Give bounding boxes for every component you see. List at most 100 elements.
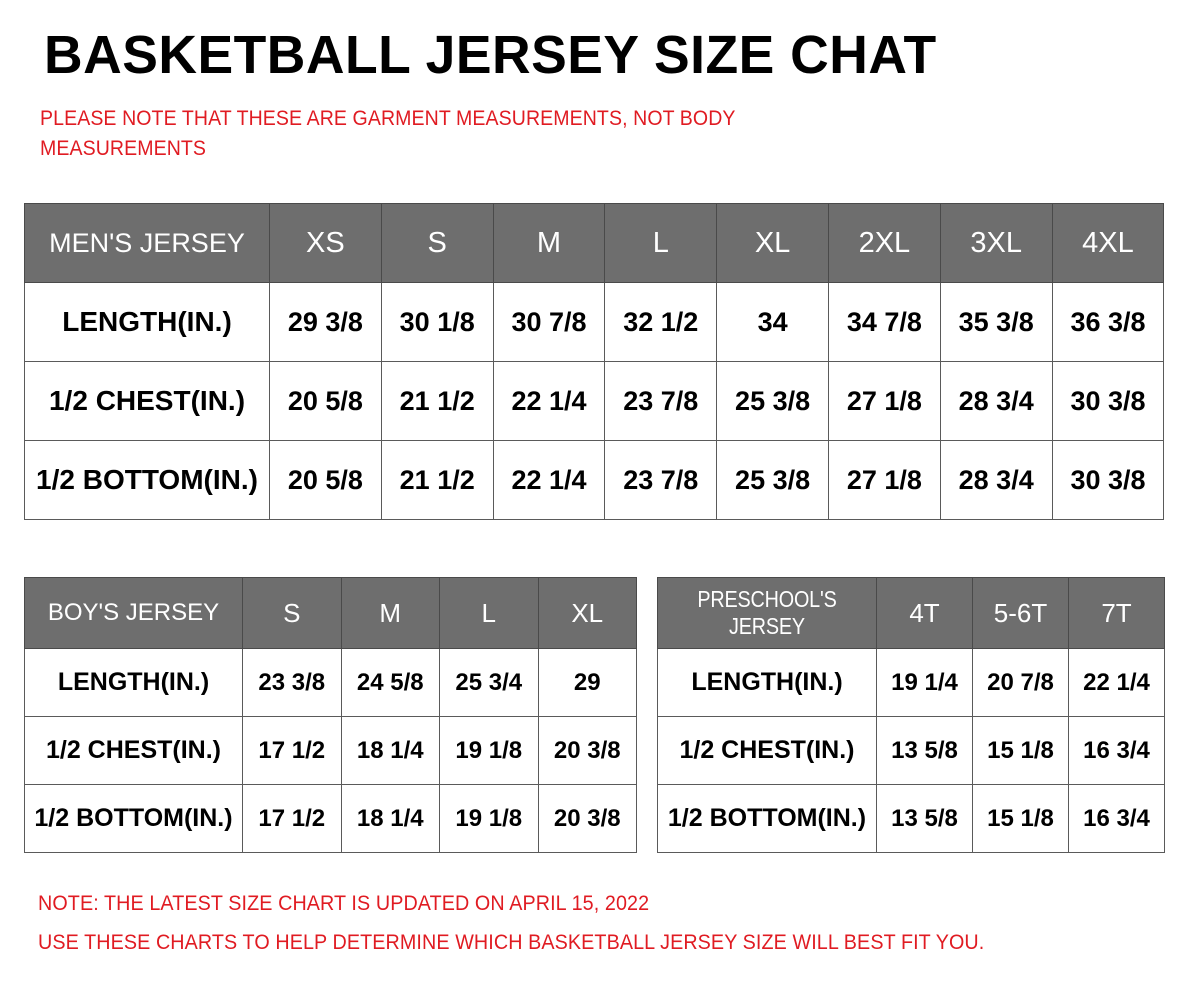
preschool-length-7t: 22 1/4 bbox=[1068, 648, 1165, 717]
mens-bottom-l: 23 7/8 bbox=[604, 440, 718, 520]
table-row: 1/2 BOTTOM(IN.) 13 5/8 15 1/8 16 3/4 bbox=[657, 784, 1165, 853]
preschool-jersey-size-table: PRESCHOOL'S JERSEY 4T 5-6T 7T LENGTH(IN.… bbox=[657, 577, 1165, 853]
mens-length-xl: 34 bbox=[716, 282, 829, 362]
preschool-bottom-5-6t: 15 1/8 bbox=[972, 784, 1069, 853]
mens-chest-2xl: 27 1/8 bbox=[827, 361, 941, 441]
table-row: 1/2 CHEST(IN.) 17 1/2 18 1/4 19 1/8 20 3… bbox=[24, 716, 637, 785]
mens-size-header-xs: XS bbox=[269, 203, 382, 283]
mens-chest-s: 21 1/2 bbox=[380, 361, 494, 441]
measurement-disclaimer: PLEASE NOTE THAT THESE ARE GARMENT MEASU… bbox=[40, 107, 736, 160]
boys-chest-s: 17 1/2 bbox=[242, 716, 342, 785]
mens-size-header-l: L bbox=[604, 203, 718, 283]
boys-chest-xl: 20 3/8 bbox=[537, 716, 637, 785]
mens-table-title: MEN'S JERSEY bbox=[24, 203, 270, 283]
note-updated-date: NOTE: THE LATEST SIZE CHART IS UPDATED O… bbox=[38, 892, 650, 915]
boys-header-row: BOY'S JERSEY S M L XL bbox=[24, 577, 637, 649]
boys-table-head: BOY'S JERSEY S M L XL bbox=[24, 577, 637, 649]
mens-size-header-xl: XL bbox=[716, 203, 829, 283]
mens-chest-xl: 25 3/8 bbox=[716, 361, 829, 441]
table-row: LENGTH(IN.) 29 3/8 30 1/8 30 7/8 32 1/2 … bbox=[24, 282, 1165, 362]
boys-chest-m: 18 1/4 bbox=[340, 716, 440, 785]
mens-jersey-size-table: MEN'S JERSEY XS S M L XL 2XL 3XL 4XL LEN… bbox=[24, 203, 1165, 520]
preschool-chest-4t: 13 5/8 bbox=[876, 716, 973, 785]
preschool-length-5-6t: 20 7/8 bbox=[972, 648, 1069, 717]
boys-row-label-length: LENGTH(IN.) bbox=[24, 648, 243, 717]
page-title: BASKETBALL JERSEY SIZE CHAT bbox=[44, 25, 937, 85]
mens-row-label-chest: 1/2 CHEST(IN.) bbox=[24, 361, 270, 441]
boys-length-m: 24 5/8 bbox=[340, 648, 440, 717]
mens-length-l: 32 1/2 bbox=[604, 282, 718, 362]
mens-table-head: MEN'S JERSEY XS S M L XL 2XL 3XL 4XL bbox=[24, 203, 1165, 283]
mens-size-header-s: S bbox=[380, 203, 494, 283]
boys-row-label-bottom: 1/2 BOTTOM(IN.) bbox=[24, 784, 243, 853]
preschool-table-title: PRESCHOOL'S JERSEY bbox=[657, 577, 877, 649]
mens-chest-l: 23 7/8 bbox=[604, 361, 718, 441]
table-row: LENGTH(IN.) 19 1/4 20 7/8 22 1/4 bbox=[657, 648, 1165, 717]
preschool-size-header-7t: 7T bbox=[1068, 577, 1165, 649]
preschool-table-title-text: PRESCHOOL'S JERSEY bbox=[697, 586, 837, 639]
mens-length-4xl: 36 3/8 bbox=[1051, 282, 1165, 362]
preschool-row-label-bottom: 1/2 BOTTOM(IN.) bbox=[657, 784, 877, 853]
mens-chest-4xl: 30 3/8 bbox=[1051, 361, 1165, 441]
boys-table-body: LENGTH(IN.) 23 3/8 24 5/8 25 3/4 29 1/2 … bbox=[24, 648, 637, 853]
boys-chest-l: 19 1/8 bbox=[439, 716, 539, 785]
boys-size-header-l: L bbox=[439, 577, 539, 649]
note-fit-guidance: USE THESE CHARTS TO HELP DETERMINE WHICH… bbox=[38, 931, 985, 954]
boys-bottom-l: 19 1/8 bbox=[439, 784, 539, 853]
mens-length-xs: 29 3/8 bbox=[269, 282, 382, 362]
mens-chest-m: 22 1/4 bbox=[492, 361, 606, 441]
mens-chest-xs: 20 5/8 bbox=[269, 361, 382, 441]
preschool-length-4t: 19 1/4 bbox=[876, 648, 973, 717]
boys-size-header-m: M bbox=[340, 577, 440, 649]
mens-bottom-4xl: 30 3/8 bbox=[1051, 440, 1165, 520]
mens-bottom-s: 21 1/2 bbox=[380, 440, 494, 520]
table-row: 1/2 BOTTOM(IN.) 17 1/2 18 1/4 19 1/8 20 … bbox=[24, 784, 637, 853]
mens-bottom-3xl: 28 3/4 bbox=[939, 440, 1053, 520]
mens-row-label-length: LENGTH(IN.) bbox=[24, 282, 270, 362]
preschool-row-label-chest: 1/2 CHEST(IN.) bbox=[657, 716, 877, 785]
boys-length-xl: 29 bbox=[537, 648, 637, 717]
boys-jersey-size-table: BOY'S JERSEY S M L XL LENGTH(IN.) 23 3/8… bbox=[24, 577, 637, 853]
mens-length-s: 30 1/8 bbox=[380, 282, 494, 362]
mens-size-header-3xl: 3XL bbox=[939, 203, 1053, 283]
mens-size-header-2xl: 2XL bbox=[827, 203, 941, 283]
table-row: 1/2 CHEST(IN.) 13 5/8 15 1/8 16 3/4 bbox=[657, 716, 1165, 785]
preschool-bottom-7t: 16 3/4 bbox=[1068, 784, 1165, 853]
mens-length-2xl: 34 7/8 bbox=[827, 282, 941, 362]
boys-size-header-xl: XL bbox=[537, 577, 637, 649]
preschool-row-label-length: LENGTH(IN.) bbox=[657, 648, 877, 717]
mens-row-label-bottom: 1/2 BOTTOM(IN.) bbox=[24, 440, 270, 520]
boys-table-title: BOY'S JERSEY bbox=[24, 577, 243, 649]
boys-bottom-s: 17 1/2 bbox=[242, 784, 342, 853]
mens-chest-3xl: 28 3/4 bbox=[939, 361, 1053, 441]
boys-length-l: 25 3/4 bbox=[439, 648, 539, 717]
mens-bottom-xl: 25 3/8 bbox=[716, 440, 829, 520]
mens-length-3xl: 35 3/8 bbox=[939, 282, 1053, 362]
preschool-header-row: PRESCHOOL'S JERSEY 4T 5-6T 7T bbox=[657, 577, 1165, 649]
mens-bottom-2xl: 27 1/8 bbox=[827, 440, 941, 520]
mens-header-row: MEN'S JERSEY XS S M L XL 2XL 3XL 4XL bbox=[24, 203, 1165, 283]
table-row: LENGTH(IN.) 23 3/8 24 5/8 25 3/4 29 bbox=[24, 648, 637, 717]
mens-size-header-4xl: 4XL bbox=[1051, 203, 1165, 283]
mens-bottom-m: 22 1/4 bbox=[492, 440, 606, 520]
boys-row-label-chest: 1/2 CHEST(IN.) bbox=[24, 716, 243, 785]
preschool-chest-7t: 16 3/4 bbox=[1068, 716, 1165, 785]
preschool-table-body: LENGTH(IN.) 19 1/4 20 7/8 22 1/4 1/2 CHE… bbox=[657, 648, 1165, 853]
table-row: 1/2 BOTTOM(IN.) 20 5/8 21 1/2 22 1/4 23 … bbox=[24, 440, 1165, 520]
boys-length-s: 23 3/8 bbox=[242, 648, 342, 717]
mens-size-header-m: M bbox=[492, 203, 606, 283]
preschool-bottom-4t: 13 5/8 bbox=[876, 784, 973, 853]
boys-bottom-xl: 20 3/8 bbox=[537, 784, 637, 853]
table-row: 1/2 CHEST(IN.) 20 5/8 21 1/2 22 1/4 23 7… bbox=[24, 361, 1165, 441]
preschool-size-header-4t: 4T bbox=[876, 577, 973, 649]
mens-table-body: LENGTH(IN.) 29 3/8 30 1/8 30 7/8 32 1/2 … bbox=[24, 282, 1165, 520]
preschool-table-head: PRESCHOOL'S JERSEY 4T 5-6T 7T bbox=[657, 577, 1165, 649]
mens-length-m: 30 7/8 bbox=[492, 282, 606, 362]
preschool-size-header-5-6t: 5-6T bbox=[972, 577, 1069, 649]
boys-bottom-m: 18 1/4 bbox=[340, 784, 440, 853]
boys-size-header-s: S bbox=[242, 577, 342, 649]
footer-notes: NOTE: THE LATEST SIZE CHART IS UPDATED O… bbox=[38, 884, 1158, 962]
preschool-chest-5-6t: 15 1/8 bbox=[972, 716, 1069, 785]
mens-bottom-xs: 20 5/8 bbox=[269, 440, 382, 520]
